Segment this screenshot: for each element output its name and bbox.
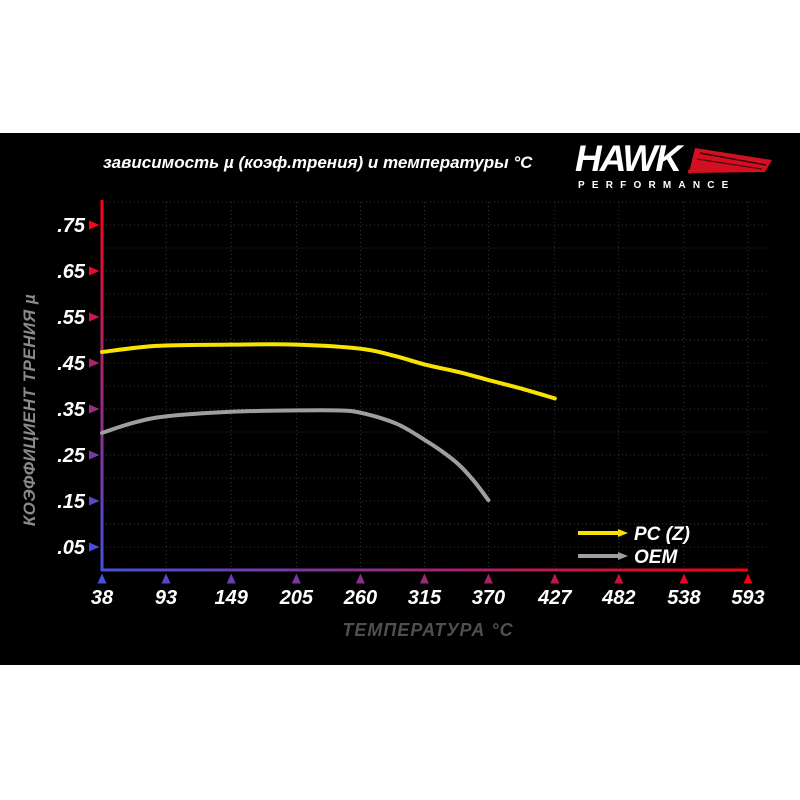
x-tick-arrow-icon	[483, 573, 493, 584]
x-tick-arrow-icon	[550, 573, 560, 584]
hawk-logo-subtitle: PERFORMANCE	[578, 180, 736, 191]
legend-arrow-icon	[618, 529, 628, 537]
chart-canvas: .05 .15 .25 .35 .45 .55 .65 .75 38 93 149 205 260 315…	[57, 200, 770, 609]
y-tick-label: .75	[57, 215, 86, 237]
y-tick-arrow-icon	[89, 312, 100, 322]
chart-panel: .05 .15 .25 .35 .45 .55 .65 .75 38 93 149 205 260 315…	[0, 133, 800, 665]
x-tick-label: 370	[472, 587, 505, 609]
grid-lines	[101, 201, 770, 570]
y-tick-arrow-icon	[89, 358, 100, 368]
curve-pc-z	[100, 342, 557, 401]
x-tick-arrow-icon	[226, 573, 236, 584]
x-tick-label: 315	[408, 587, 442, 609]
legend-entry: PC (Z)	[578, 524, 690, 545]
y-tick-arrow-icon	[89, 542, 100, 552]
legend-label: OEM	[634, 547, 678, 568]
x-tick-arrow-icon	[419, 573, 429, 584]
x-tick-label: 149	[215, 587, 249, 609]
x-tick-label: 538	[667, 587, 701, 609]
x-tick-arrow-icon	[743, 573, 753, 584]
x-tick-arrow-icon	[97, 573, 107, 584]
y-tick-arrow-icon	[89, 266, 100, 276]
y-tick-label: .35	[57, 399, 86, 421]
y-tick-arrow-icon	[89, 404, 100, 414]
y-tick-arrow-icon	[89, 496, 100, 506]
y-axis-title: КОЭФФИЦИЕНТ ТРЕНИЯ µ	[20, 293, 39, 527]
x-tick-arrow-icon	[679, 573, 689, 584]
x-tick-label: 38	[91, 587, 114, 609]
y-tick-label: .45	[57, 353, 86, 375]
y-tick-label: .65	[57, 261, 86, 283]
x-tick-label: 260	[343, 587, 377, 609]
x-axis-title: ТЕМПЕРАТУРА °C	[342, 620, 514, 640]
x-tick-label: 482	[601, 587, 635, 609]
legend-label: PC (Z)	[634, 524, 690, 545]
legend-arrow-icon	[618, 552, 628, 560]
x-tick-label: 205	[279, 587, 314, 609]
hawk-swoosh-icon	[687, 148, 772, 174]
x-tick-label: 593	[731, 587, 764, 609]
x-tick-label: 93	[155, 587, 177, 609]
y-tick-label: .55	[57, 307, 86, 329]
x-tick-label: 427	[537, 587, 572, 609]
legend-entry: OEM	[578, 547, 678, 568]
x-tick-arrow-icon	[291, 573, 301, 584]
x-tick-arrow-icon	[355, 573, 365, 584]
y-tick-arrow-icon	[89, 220, 100, 230]
x-tick-arrow-icon	[161, 573, 171, 584]
chart-title: зависимость µ (коэф.трения) и температур…	[103, 153, 533, 172]
y-tick-arrow-icon	[89, 450, 100, 460]
curve-oem	[100, 408, 491, 503]
x-tick-arrow-icon	[614, 573, 624, 584]
y-tick-label: .25	[57, 445, 86, 467]
hawk-logo-text: HAWK	[575, 138, 682, 179]
y-tick-label: .05	[57, 537, 86, 559]
y-tick-label: .15	[57, 491, 86, 513]
